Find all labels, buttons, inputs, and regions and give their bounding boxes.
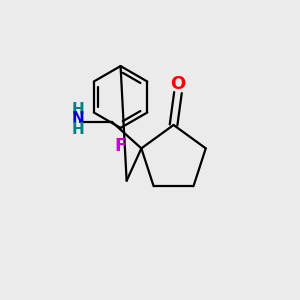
Text: O: O	[170, 75, 186, 93]
Text: H: H	[72, 122, 84, 137]
Text: F: F	[114, 137, 127, 155]
Text: H: H	[72, 102, 84, 117]
Text: N: N	[72, 111, 84, 126]
